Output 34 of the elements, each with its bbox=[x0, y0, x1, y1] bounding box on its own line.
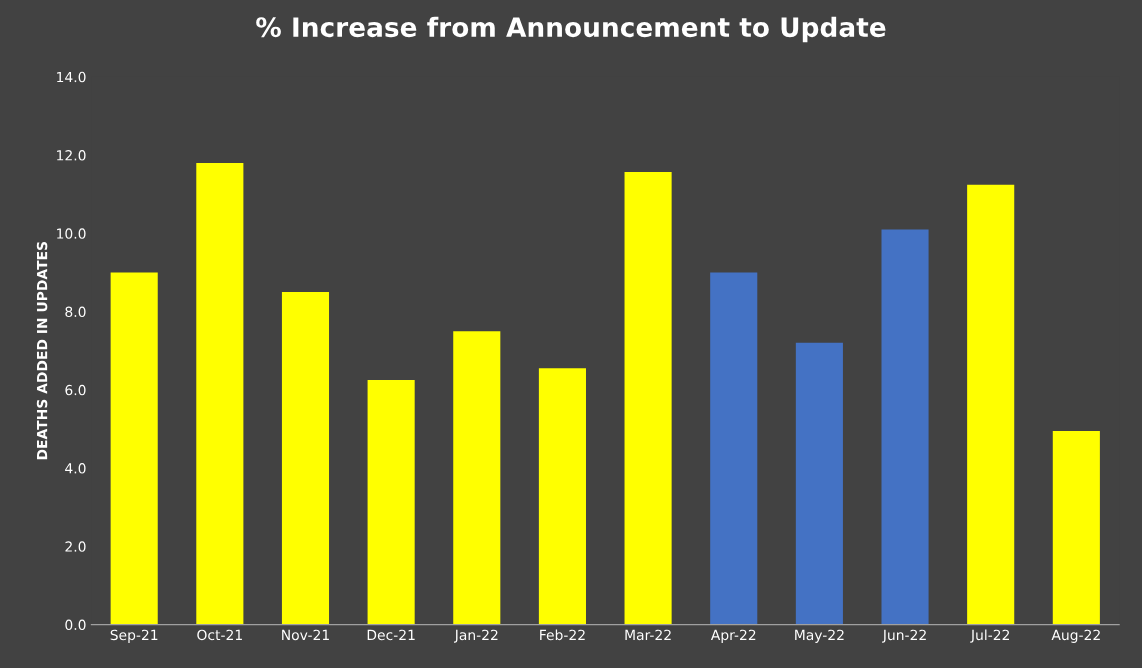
y-tick-label: 0.0 bbox=[65, 619, 86, 631]
y-tick-label: 10.0 bbox=[57, 228, 86, 239]
y-tick-label: 12.0 bbox=[57, 150, 86, 161]
x-tick-label: Jul-22 bbox=[970, 629, 1010, 643]
bar bbox=[453, 331, 501, 625]
chart-title: % Increase from Announcement to Update bbox=[256, 16, 886, 43]
y-tick-label: 14.0 bbox=[57, 71, 86, 83]
y-axis-title: DEATHS ADDED IN UPDATES bbox=[36, 241, 48, 460]
x-tick-label: Mar-22 bbox=[625, 629, 671, 641]
y-tick-label: 6.0 bbox=[65, 384, 86, 396]
bar bbox=[1052, 430, 1100, 625]
bar bbox=[881, 229, 929, 625]
bar bbox=[538, 368, 586, 625]
x-tick-label: May-22 bbox=[795, 629, 844, 643]
bar bbox=[367, 380, 415, 625]
x-tick-label: Nov-21 bbox=[282, 629, 329, 641]
y-tick-label: 4.0 bbox=[65, 463, 86, 474]
x-tick-label: Apr-22 bbox=[710, 629, 756, 643]
y-tick-label: 8.0 bbox=[65, 306, 86, 318]
x-tick-label: Sep-21 bbox=[110, 629, 158, 643]
y-tick-label: 2.0 bbox=[65, 541, 86, 552]
bar bbox=[110, 272, 158, 625]
bar bbox=[967, 184, 1015, 625]
bar bbox=[795, 342, 843, 625]
bar bbox=[624, 171, 672, 625]
x-tick-label: Dec-21 bbox=[367, 629, 415, 641]
x-tick-label: Jun-22 bbox=[882, 629, 926, 643]
x-tick-label: Feb-22 bbox=[540, 629, 585, 641]
bar bbox=[710, 272, 758, 625]
bar bbox=[196, 162, 244, 625]
x-tick-label: Oct-21 bbox=[197, 629, 242, 641]
x-tick-label: Aug-22 bbox=[1051, 629, 1100, 643]
bar bbox=[281, 292, 330, 625]
x-tick-label: Jan-22 bbox=[454, 629, 498, 643]
